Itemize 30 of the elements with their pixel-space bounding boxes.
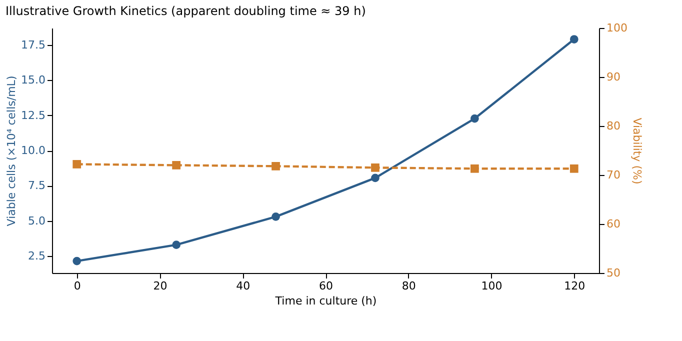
point <box>371 174 380 182</box>
y-axis-title: Viable cells (×10⁴ cells/mL) <box>5 76 18 226</box>
y2-tick-label: 60 <box>606 218 620 230</box>
point <box>72 256 82 266</box>
y2-tick-label: 80 <box>606 120 620 132</box>
x-tick-label: 0 <box>74 280 81 292</box>
y2-tick-label: 90 <box>606 70 620 84</box>
point <box>570 35 578 44</box>
y-tick-label: 5.0 <box>28 214 46 228</box>
x-tick-label: 80 <box>402 280 416 292</box>
point <box>272 212 280 221</box>
chart-title: Illustrative Growth Kinetics (apparent doubling time ≈ 39 h) <box>6 4 366 18</box>
point <box>470 114 479 123</box>
y-tick-label: 10.0 <box>21 144 46 157</box>
x-tick-label: 60 <box>319 280 333 292</box>
y-tick-label: 7.5 <box>28 179 46 192</box>
x-tick-label: 40 <box>236 280 250 292</box>
y-tick-label: 17.5 <box>21 38 46 52</box>
y2-tick-label: 100 <box>606 22 628 34</box>
x-tick-label: 20 <box>153 280 168 292</box>
y-tick-label: 2.5 <box>28 250 46 263</box>
y2-tick-label: 50 <box>606 266 620 280</box>
x-tick-label: 120 <box>564 280 586 292</box>
y2-tick-label: 70 <box>606 168 620 182</box>
y2-axis-title: Viability (%) <box>630 118 644 184</box>
x-axis-title: Time in culture (h) <box>274 294 377 308</box>
x-tick-label: 100 <box>481 280 502 292</box>
point <box>172 240 180 250</box>
y-tick-label: 15.0 <box>21 74 46 87</box>
y-tick-label: 12.5 <box>21 108 46 122</box>
